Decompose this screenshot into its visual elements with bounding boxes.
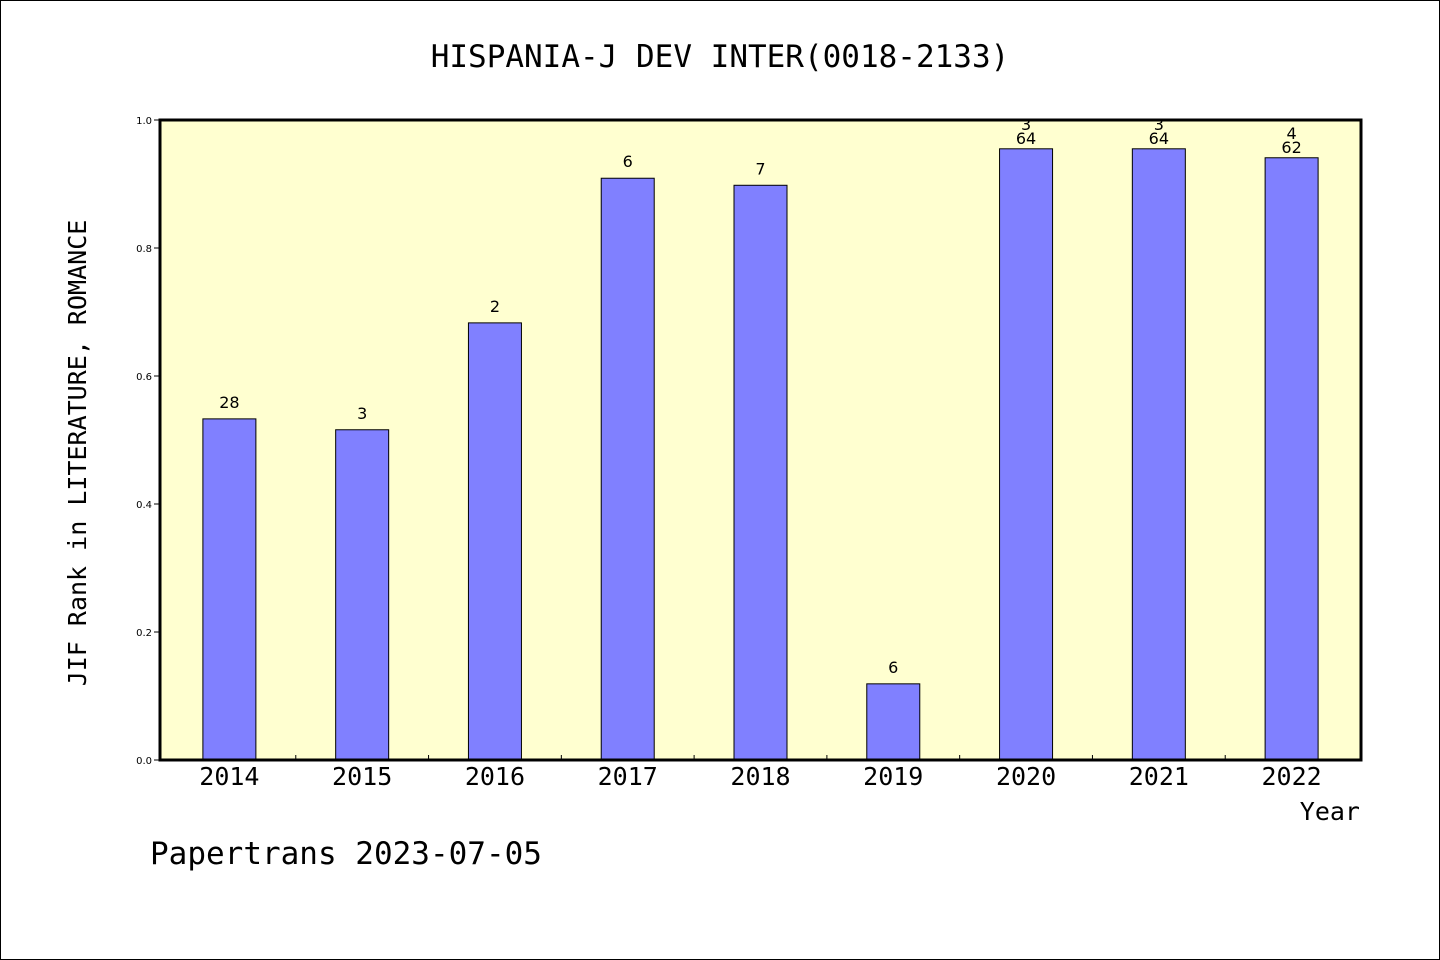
chart-title: HISPANIA-J DEV INTER(0018-2133) (431, 39, 1010, 75)
y-tick-label: 0.0 (136, 756, 152, 767)
bar-2016 (467, 322, 522, 761)
y-tick-label: 0.6 (136, 372, 152, 383)
bar-label: 6 (623, 152, 633, 171)
bar-label: 7 (755, 159, 765, 178)
bar-label: 64 (1016, 129, 1036, 148)
x-tick-label: 2020 (996, 762, 1056, 791)
x-tick-label: 2021 (1129, 762, 1189, 791)
bars-layer (202, 148, 1319, 761)
y-tick-label: 1.0 (136, 116, 152, 127)
bar-2015 (335, 429, 390, 761)
y-tick-label: 0.2 (136, 628, 152, 639)
bar-2017 (600, 177, 655, 761)
x-tick-labels: 2014 2015 2016 2017 2018 2019 2020 2021 2022 (199, 762, 1321, 791)
bar-2021 (1131, 148, 1186, 761)
x-tick-label: 2022 (1262, 762, 1322, 791)
x-tick-label: 2017 (598, 762, 658, 791)
bar-2020 (999, 148, 1054, 761)
plot-frame (158, 118, 1363, 762)
bar-label: 3 (357, 404, 367, 423)
y-axis-label: JIF Rank in LITERATURE, ROMANCE (63, 220, 92, 687)
y-tick-label: 0.4 (136, 500, 152, 511)
bar-label: 28 (219, 393, 239, 412)
x-tick-label: 2015 (332, 762, 392, 791)
bar-label: 6 (888, 658, 898, 677)
x-axis-label: Year (1300, 797, 1360, 826)
bar-label: 64 (1149, 129, 1169, 148)
bar-2022 (1264, 157, 1319, 761)
bar-label: 62 (1281, 138, 1301, 157)
footer-text: Papertrans 2023-07-05 (150, 836, 542, 872)
bar-label: 3 (1021, 115, 1031, 134)
bar-2019 (866, 683, 921, 761)
bar-2014 (202, 418, 257, 761)
x-tick-label: 2018 (730, 762, 790, 791)
x-tick-label: 2016 (465, 762, 525, 791)
x-tick-label: 2014 (199, 762, 259, 791)
bar-label: 3 (1154, 115, 1164, 134)
bar-label: 2 (490, 297, 500, 316)
bar-2018 (733, 184, 788, 761)
bar-label: 4 (1287, 124, 1297, 143)
y-tick-label: 0.8 (136, 244, 152, 255)
x-tick-label: 2019 (863, 762, 923, 791)
